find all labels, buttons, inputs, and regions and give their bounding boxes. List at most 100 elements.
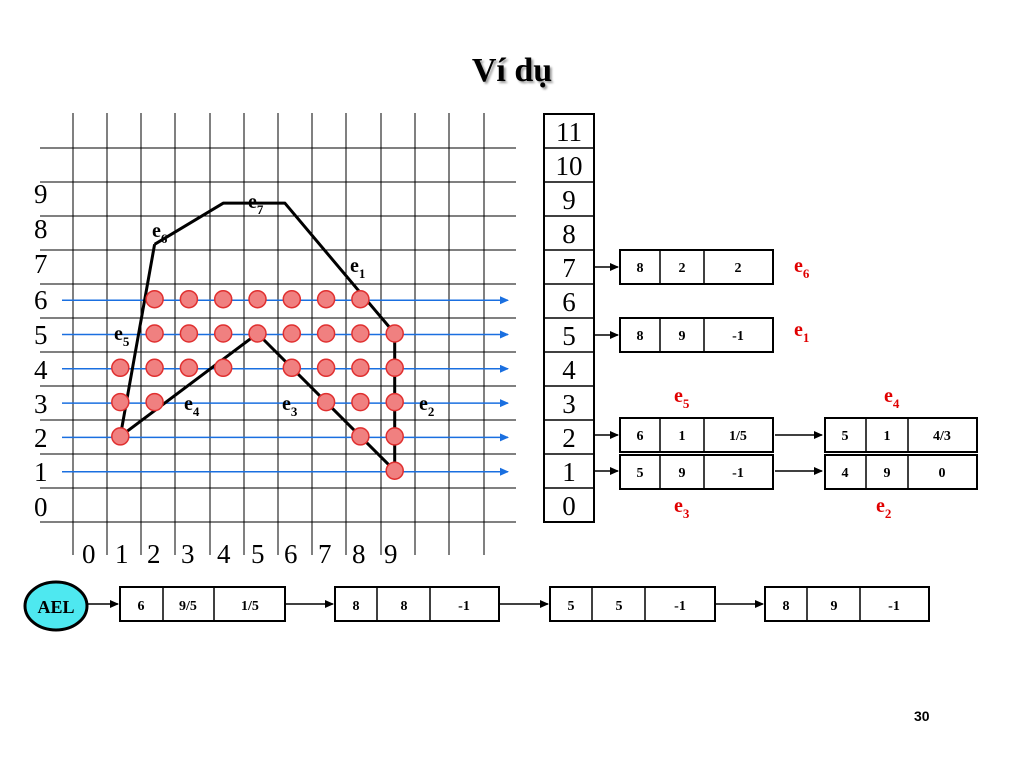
node-cell: 5	[842, 429, 849, 444]
node-cell: 1	[884, 429, 891, 444]
filled-pixel	[111, 392, 130, 412]
filled-pixel	[351, 289, 370, 309]
ael-node-3: 5 5 -1	[549, 586, 716, 622]
row-label: 0	[34, 492, 48, 522]
node-cell: 1/5	[729, 429, 747, 444]
node-cell: 8	[783, 599, 790, 614]
node-cell: 1	[679, 429, 686, 444]
bucket-label: 0	[562, 491, 576, 521]
row-label: 3	[34, 389, 48, 419]
filled-pixel	[145, 392, 164, 412]
row-label: 6	[34, 285, 48, 315]
col-label: 9	[384, 539, 398, 569]
edge-node-e5: 6 1 1/5	[619, 417, 774, 453]
node-cell: 2	[679, 261, 686, 276]
edge-table-label-e5: e5	[674, 385, 690, 411]
bucket-label: 4	[562, 355, 576, 385]
filled-pixel	[351, 427, 370, 446]
filled-pixel	[385, 461, 404, 480]
edge-table-label-e2: e2	[876, 495, 891, 521]
column-labels: 0 1 2 3 4 5 6 7 8 9	[82, 539, 398, 569]
node-cell: 2	[735, 261, 742, 276]
filled-pixel	[385, 392, 404, 412]
bucket-label: 7	[562, 253, 576, 283]
row-labels: 9 8 7 6 5 4 3 2 1 0	[34, 179, 48, 522]
bucket-label: 2	[562, 423, 576, 453]
col-label: 2	[147, 539, 161, 569]
row-label: 7	[34, 249, 48, 279]
filled-pixel	[282, 358, 302, 378]
edge-label-e1: e1	[350, 255, 365, 281]
node-cell: 8	[401, 599, 408, 614]
filled-pixel	[179, 324, 199, 343]
polygon-edge-labels: e7 e6 e1 e5 e4 e3 e2	[114, 191, 434, 419]
node-cell: 8	[353, 599, 360, 614]
edge-table-label-e4: e4	[884, 385, 900, 411]
col-label: 6	[284, 539, 298, 569]
node-cell: 0	[939, 466, 946, 481]
page-title: Ví dụ	[471, 52, 553, 89]
node-cell: 1/5	[241, 599, 259, 614]
node-cell: 9	[831, 599, 838, 614]
col-label: 7	[318, 539, 332, 569]
filled-pixel	[282, 324, 302, 343]
node-cell: -1	[732, 466, 744, 481]
node-cell: -1	[458, 599, 470, 614]
node-cell: 9	[884, 466, 891, 481]
filled-pixel	[385, 358, 404, 378]
node-cell: 5	[568, 599, 575, 614]
filled-pixel	[316, 289, 336, 309]
col-label: 3	[181, 539, 195, 569]
filled-pixel	[179, 289, 199, 309]
edge-label-e5: e5	[114, 323, 130, 349]
node-cell: 9/5	[179, 599, 197, 614]
node-cell: 4/3	[933, 429, 951, 444]
row-label: 5	[34, 320, 48, 350]
bucket-label: 5	[562, 321, 576, 351]
ael-node-2: 8 8 -1	[334, 586, 500, 622]
node-cell: 9	[679, 466, 686, 481]
bucket-label: 6	[562, 287, 576, 317]
bucket-label: 3	[562, 389, 576, 419]
filled-pixel	[145, 358, 164, 378]
filled-pixel	[316, 358, 336, 378]
node-cell: 5	[616, 599, 623, 614]
edge-label-e2: e2	[419, 393, 434, 419]
row-label: 8	[34, 214, 48, 244]
edge-table-label-e6: e6	[794, 255, 810, 281]
filled-pixel	[351, 358, 370, 378]
row-label: 9	[34, 179, 48, 209]
node-cell: -1	[732, 329, 744, 344]
node-cell: 4	[842, 466, 849, 481]
ael-label: AEL	[37, 597, 74, 617]
edge-node-e3: 5 9 -1	[619, 454, 774, 490]
node-cell: 9	[679, 329, 686, 344]
bucket-label: 8	[562, 219, 576, 249]
col-label: 4	[217, 539, 231, 569]
filled-pixel	[111, 427, 130, 446]
edge-label-e3: e3	[282, 393, 298, 419]
node-cell: 6	[138, 599, 145, 614]
edge-table-label-e1: e1	[794, 319, 809, 345]
filled-pixel	[111, 358, 130, 378]
filled-pixel	[145, 289, 164, 309]
edge-table-label-e3: e3	[674, 495, 690, 521]
filled-pixel	[213, 289, 233, 309]
col-label: 5	[251, 539, 265, 569]
filled-pixel	[316, 392, 336, 412]
filled-pixel	[385, 324, 404, 343]
edge-label-e7: e7	[248, 191, 264, 217]
filled-pixel	[248, 289, 267, 309]
page-number: 30	[914, 708, 930, 724]
filled-pixel	[213, 324, 233, 343]
filled-pixel	[351, 392, 370, 412]
edge-table-labels: e6 e1 e5 e4 e3 e2	[674, 255, 900, 521]
edge-node-e1: 8 9 -1	[619, 317, 774, 353]
edge-node-e6: 8 2 2	[619, 249, 774, 285]
filled-pixel	[282, 289, 302, 309]
node-cell: 5	[637, 466, 644, 481]
node-cell: -1	[674, 599, 686, 614]
node-cell: 8	[637, 261, 644, 276]
row-label: 2	[34, 423, 48, 453]
